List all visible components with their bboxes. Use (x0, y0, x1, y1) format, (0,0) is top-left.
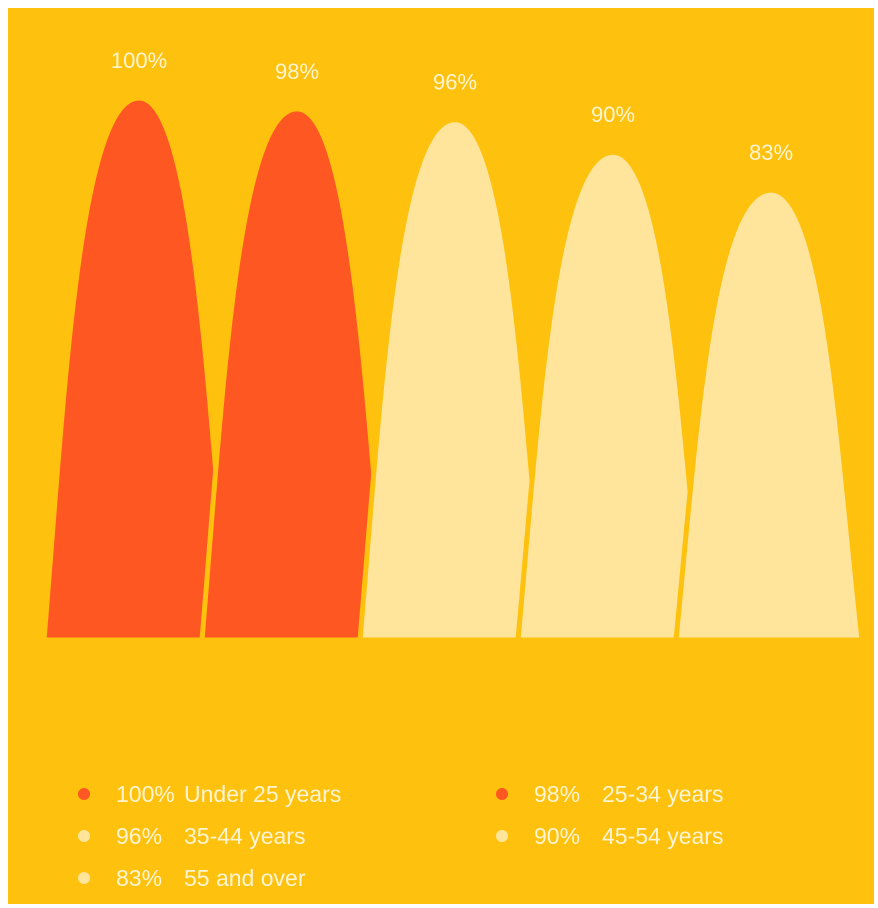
chart-plot: 100% 98% 96% 90% 83% (41, 48, 865, 643)
legend: 100% Under 25 years 98% 25-34 years 96% … (8, 768, 874, 898)
legend-label: Under 25 years (184, 780, 342, 807)
legend-dot-icon (78, 788, 90, 800)
legend-item-55-over: 83% 55 and over (78, 864, 305, 892)
data-label-1: 100% (111, 48, 167, 73)
peak-2 (199, 106, 391, 643)
chart-panel: 100% 98% 96% 90% 83% 100% Under 25 years 98%… (8, 8, 874, 904)
legend-item-35-44: 96% 35-44 years (78, 822, 305, 850)
data-label-3: 96% (433, 70, 477, 95)
legend-percent: 100% (116, 780, 175, 807)
legend-dot-icon (496, 788, 508, 800)
legend-item-45-54: 90% 45-54 years (496, 822, 723, 850)
legend-label: 55 and over (184, 864, 306, 891)
data-label-5: 83% (749, 140, 793, 165)
peak-1 (41, 95, 233, 643)
peak-5 (673, 187, 865, 643)
legend-label: 35-44 years (184, 822, 306, 849)
legend-percent: 96% (116, 822, 163, 849)
peak-3 (357, 117, 549, 643)
legend-item-under-25: 100% Under 25 years (78, 780, 341, 808)
legend-dot-icon (496, 830, 508, 842)
legend-dot-icon (78, 830, 90, 842)
legend-percent: 98% (534, 780, 581, 807)
legend-item-25-34: 98% 25-34 years (496, 780, 723, 808)
legend-label: 25-34 years (602, 780, 724, 807)
legend-dot-icon (78, 872, 90, 884)
legend-label: 45-54 years (602, 822, 724, 849)
data-label-4: 90% (591, 102, 635, 127)
legend-percent: 90% (534, 822, 581, 849)
data-label-2: 98% (275, 59, 319, 84)
legend-percent: 83% (116, 864, 163, 891)
peak-4 (515, 149, 707, 643)
